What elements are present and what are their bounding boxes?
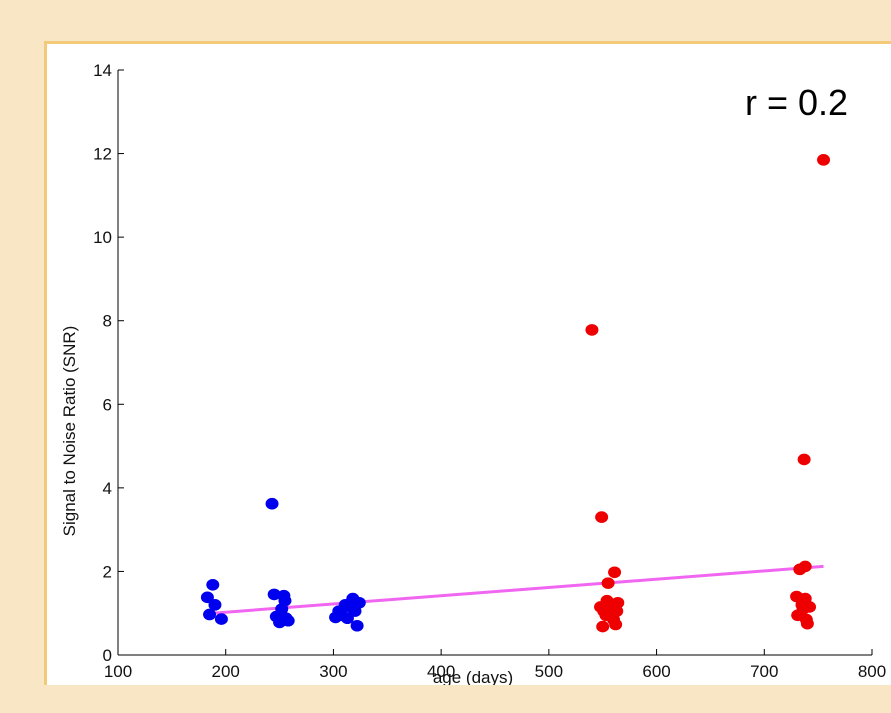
y-tick-label: 10 [93,228,112,247]
fit-line [212,564,824,615]
x-tick-label: 400 [427,662,455,681]
blue-data-point [203,608,217,621]
x-tick-label: 500 [535,662,563,681]
x-tick-label: 600 [642,662,670,681]
blue-data-point [208,599,222,611]
y-tick-label: 4 [103,479,112,498]
y-ticks: 0 2 4 6 8 10 12 14 [93,61,124,665]
blue-data-point [278,594,292,607]
red-data-point [585,324,599,336]
x-tick-label: 200 [212,662,240,681]
red-data-point [608,566,622,579]
blue-data-point [267,588,281,601]
correlation-annotation: r = 0.2 [745,82,848,123]
x-tick-label: 800 [858,662,886,681]
red-data-point [797,453,811,466]
y-tick-label: 2 [103,562,112,581]
red-data-point [609,618,623,631]
y-tick-label: 0 [103,646,112,665]
data-points [200,154,831,633]
red-data-point [601,577,615,589]
blue-data-point [200,591,214,604]
y-tick-label: 14 [93,61,112,80]
blue-data-point [281,614,295,627]
blue-data-point [214,613,228,625]
x-tick-label: 700 [750,662,778,681]
y-tick-label: 8 [103,312,112,331]
red-data-point [596,620,610,633]
bottom-band [0,685,891,713]
blue-data-point [350,619,364,632]
red-data-point [611,596,625,609]
y-axis-label: Signal to Noise Ratio (SNR) [60,326,79,537]
y-tick-label: 6 [103,395,112,414]
blue-data-point [206,579,220,591]
red-data-point [800,617,814,630]
blue-data-point [265,497,279,510]
red-data-point [798,560,812,573]
blue-data-point [352,596,366,609]
y-tick-label: 12 [93,145,112,164]
scatter-chart: 0 2 4 6 8 10 12 14 100 200 300 400 500 600 700 800 Sig… [60,61,886,685]
x-tick-label: 100 [104,662,132,681]
x-axis-label: age (days) [433,668,513,685]
red-data-point [803,601,817,613]
x-ticks: 100 200 300 400 500 600 700 800 [104,649,886,681]
figure-panel: 0 2 4 6 8 10 12 14 100 200 300 400 500 600 700 800 Sig… [44,41,891,685]
red-data-point [817,154,831,166]
x-tick-label: 300 [319,662,347,681]
red-data-point [595,511,609,523]
